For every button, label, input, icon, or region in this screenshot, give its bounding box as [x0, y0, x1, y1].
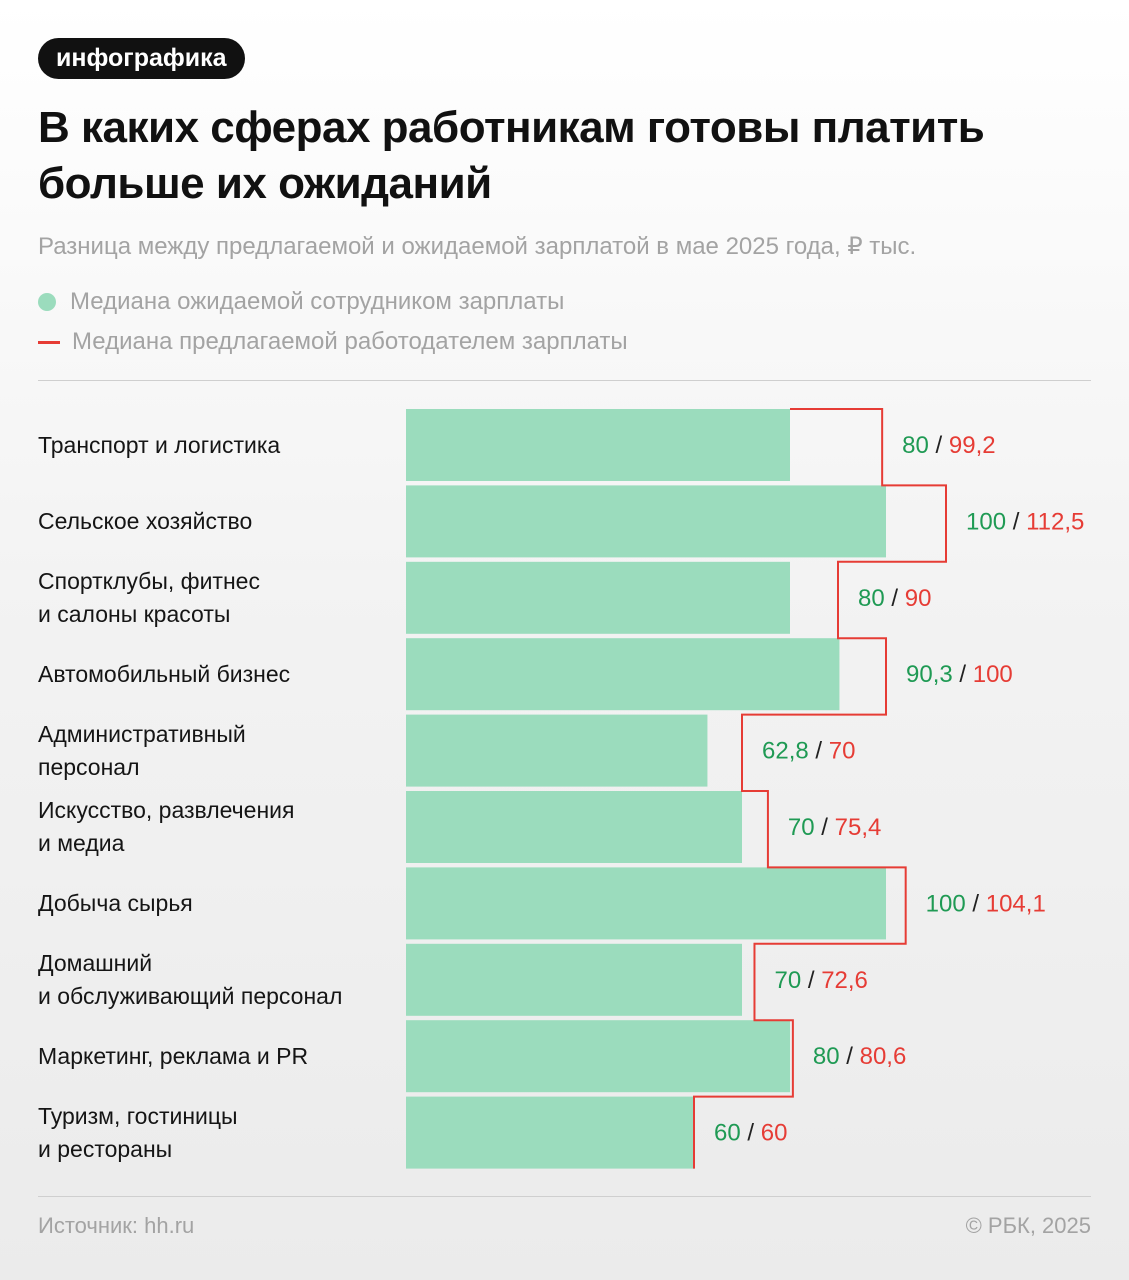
copyright-note: © РБК, 2025: [965, 1213, 1091, 1238]
data-label-offered: 112,5: [1026, 508, 1084, 535]
data-label-separator: /: [809, 738, 829, 765]
data-label: 62,8 / 70: [762, 738, 855, 765]
data-label-offered: 72,6: [821, 967, 868, 994]
bar-expected: [406, 638, 840, 711]
data-label: 90,3 / 100: [906, 661, 1013, 688]
data-label-separator: /: [801, 967, 821, 994]
data-label: 70 / 75,4: [788, 814, 881, 841]
bar-expected: [406, 409, 790, 481]
category-label: Автомобильный бизнес: [38, 660, 291, 687]
data-label-offered: 80,6: [860, 1043, 907, 1070]
bar-expected: [406, 485, 886, 558]
bar-expected: [406, 943, 742, 1016]
category-label: Сельское хозяйство: [38, 507, 253, 534]
data-label: 80 / 80,6: [813, 1043, 906, 1070]
category-label: Искусство, развлечения и медиа: [38, 797, 295, 856]
bar-expected: [406, 867, 886, 940]
data-label-expected: 100: [966, 508, 1006, 535]
data-label: 100 / 112,5: [966, 508, 1084, 535]
bottom-divider: [38, 1196, 1091, 1197]
legend-item-expected: Медиана ожидаемой сотрудником зарплаты: [38, 286, 564, 318]
data-label-separator: /: [929, 432, 949, 459]
bar-expected: [406, 1020, 790, 1093]
data-label-expected: 80: [813, 1043, 840, 1070]
bar-expected: [406, 1096, 694, 1169]
data-label-offered: 60: [761, 1120, 788, 1147]
category-label: Туризм, гостиницы и рестораны: [38, 1102, 238, 1162]
category-badge: инфографика: [38, 38, 245, 79]
data-label-separator: /: [966, 890, 986, 917]
data-label: 70 / 72,6: [774, 967, 867, 994]
category-label: Маркетинг, реклама и PR: [38, 1042, 309, 1069]
data-label: 80 / 99,2: [902, 432, 995, 459]
data-label-offered: 70: [829, 738, 856, 765]
category-label: Домашний и обслуживающий персонал: [38, 949, 343, 1009]
data-label: 80 / 90: [858, 585, 931, 612]
data-label: 60 / 60: [714, 1120, 787, 1147]
legend-line-icon: [38, 340, 60, 344]
data-label-expected: 70: [788, 814, 815, 841]
category-label: Транспорт и логистика: [38, 431, 281, 458]
data-label-expected: 90,3: [906, 661, 953, 688]
legend-label-offered: Медиана предлагаемой работодателем зарпл…: [72, 328, 628, 355]
data-label-offered: 104,1: [986, 890, 1046, 917]
data-label-expected: 100: [926, 890, 966, 917]
category-label: Добыча сырья: [38, 889, 193, 916]
bar-expected: [406, 714, 708, 787]
legend-label-expected: Медиана ожидаемой сотрудником зарплаты: [70, 288, 565, 315]
data-label-expected: 70: [774, 967, 801, 994]
source-note: Источник: hh.ru: [38, 1213, 195, 1238]
bar-expected: [406, 561, 790, 634]
data-label-separator: /: [953, 661, 973, 688]
data-label: 100 / 104,1: [926, 890, 1046, 917]
salary-chart: 80 / 99,2 100 / 112,5 80 / 90 90,3 / 100 62,…: [406, 408, 1084, 1169]
data-label-expected: 80: [858, 585, 885, 612]
data-label-separator: /: [815, 814, 835, 841]
bar-expected: [406, 791, 742, 863]
legend-dot-icon: [38, 293, 56, 311]
data-label-offered: 100: [973, 661, 1013, 688]
data-label-separator: /: [840, 1043, 860, 1070]
data-label-offered: 75,4: [835, 814, 882, 841]
data-label-separator: /: [741, 1120, 761, 1147]
category-label: Административный персонал: [38, 720, 246, 780]
chart-subtitle: Разница между предлагаемой и ожидаемой з…: [38, 233, 917, 260]
data-label-offered: 90: [905, 585, 932, 612]
data-label-separator: /: [885, 585, 905, 612]
data-label-expected: 80: [902, 432, 929, 459]
data-label-offered: 99,2: [949, 432, 996, 459]
data-label-expected: 62,8: [762, 738, 809, 765]
legend-item-offered: Медиана предлагаемой работодателем зарпл…: [38, 326, 628, 358]
page-title: В каких сферах работникам готовы платить…: [38, 103, 985, 208]
offered-step-line: [693, 408, 947, 1169]
top-divider: [38, 380, 1091, 381]
category-label: Спортклубы, фитнес и салоны красоты: [38, 567, 260, 627]
data-label-expected: 60: [714, 1120, 741, 1147]
data-label-separator: /: [1006, 508, 1026, 535]
